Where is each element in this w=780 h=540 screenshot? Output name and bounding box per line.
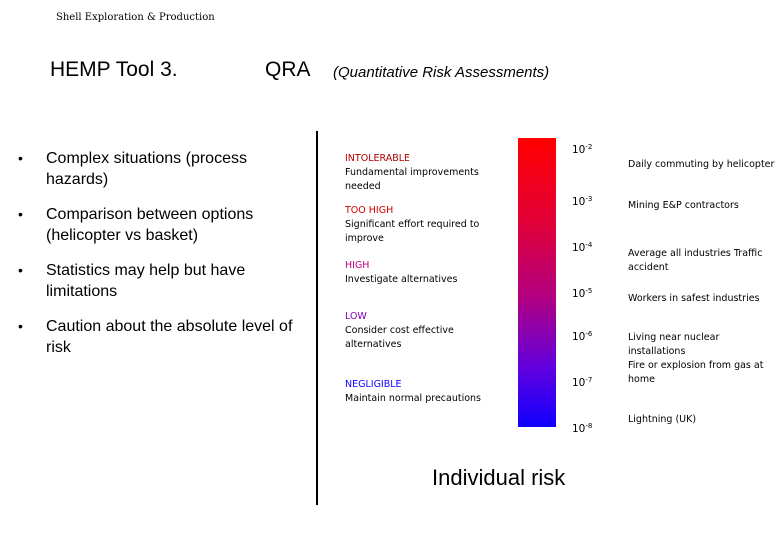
bullet-text: Complex situations (process hazards) [46, 150, 247, 188]
bullet-item: • Complex situations (process hazards) [18, 148, 300, 190]
bullet-item: • Caution about the absolute level of ris… [18, 316, 300, 358]
bullet-item: • Comparison between options (helicopter … [18, 204, 300, 246]
zone-name: INTOLERABLE [345, 153, 411, 164]
example-mining: Mining E&P contractors [628, 200, 739, 211]
bullet-marker: • [18, 262, 23, 278]
zone-description: Maintain normal precautions [345, 393, 481, 404]
example-lightning: Lightning (UK) [628, 414, 697, 425]
scale-label: 10-8 [572, 422, 593, 435]
divider-line [316, 131, 318, 505]
example-nuclear: Living near nuclear installations [628, 332, 720, 357]
risk-zone-too-high: TOO HIGH Significant effort required to … [345, 204, 495, 246]
scale-label: 10-7 [572, 376, 593, 389]
risk-zone-intolerable: INTOLERABLE Fundamental improvements nee… [345, 152, 495, 194]
zone-name: NEGLIGIBLE [345, 379, 402, 390]
example-helicopter: Daily commuting by helicopter [628, 159, 775, 170]
zone-description: Consider cost effective alternatives [345, 325, 454, 350]
risk-zone-low: LOW Consider cost effective alternatives [345, 310, 495, 352]
example-average-industries: Average all industries Traffic accident [628, 248, 763, 273]
bullet-marker: • [18, 206, 23, 222]
risk-gradient-bar [518, 138, 556, 427]
example-gas-fire: Fire or explosion from gas at home [628, 360, 764, 385]
bullet-text: Statistics may help but have limitations [46, 262, 246, 300]
zone-name: TOO HIGH [345, 205, 394, 216]
scale-label: 10-2 [572, 143, 593, 156]
zone-name: LOW [345, 311, 367, 322]
risk-zone-negligible: NEGLIGIBLE Maintain normal precautions [345, 378, 495, 406]
bullet-marker: • [18, 318, 23, 334]
bullet-marker: • [18, 150, 23, 166]
qra-subtitle: (Quantitative Risk Assessments) [333, 64, 550, 81]
scale-label: 10-6 [572, 330, 593, 343]
company-name: Shell Exploration & Production [56, 12, 215, 23]
bullet-list: • Complex situations (process hazards) • C… [18, 148, 300, 372]
scale-label: 10-4 [572, 241, 593, 254]
zone-description: Fundamental improvements needed [345, 167, 479, 192]
zone-description: Significant effort required to improve [345, 219, 480, 244]
zone-name: HIGH [345, 260, 370, 271]
scale-label: 10-3 [572, 195, 593, 208]
risk-zone-high: HIGH Investigate alternatives [345, 259, 495, 287]
example-safest-industries: Workers in safest industries [628, 293, 760, 304]
scale-label: 10-5 [572, 287, 593, 300]
bullet-text: Caution about the absolute level of risk [46, 318, 293, 356]
slide-title: HEMP Tool 3. [50, 58, 178, 81]
qra-heading: QRA [265, 58, 311, 81]
axis-label: Individual risk [432, 465, 566, 490]
bullet-item: • Statistics may help but have limitation… [18, 260, 300, 302]
zone-description: Investigate alternatives [345, 274, 458, 285]
bullet-text: Comparison between options (helicopter v… [46, 206, 254, 244]
